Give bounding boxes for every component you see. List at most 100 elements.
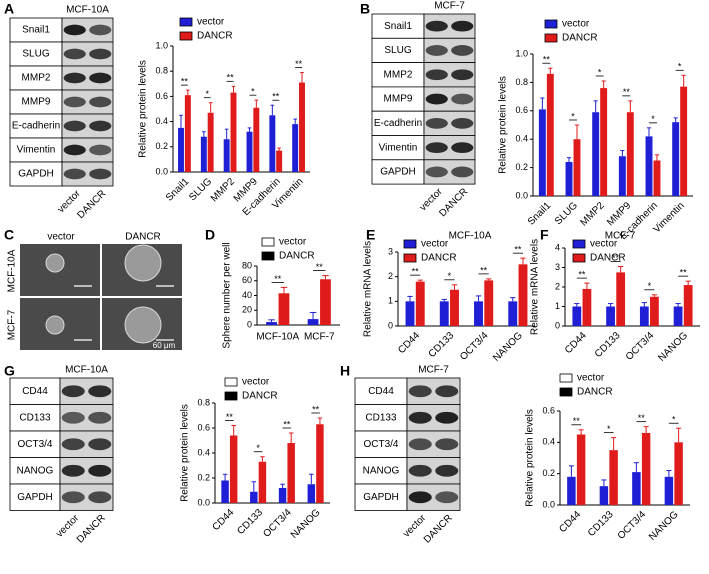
y-tick-label: 0.4 [155,116,168,126]
bar [650,296,659,326]
bar [269,115,276,172]
blot-band [435,385,459,398]
blot-row-label: CD44 [22,386,48,397]
y-tick-label: 0.2 [542,468,555,478]
significance-label: ** [612,253,620,263]
bar [664,476,674,505]
legend-swatch [559,387,573,397]
legend-label: vector [590,239,618,250]
bar [307,484,316,503]
blot-band [425,93,448,105]
x-tick-label: OCT3/4 [458,330,491,363]
blot-band [88,411,112,424]
bar [450,289,459,326]
significance-label: ** [181,76,189,86]
bar [538,109,546,196]
blot-band [408,438,432,451]
significance-label: ** [283,419,291,429]
blot-band [63,48,86,60]
bar [246,131,253,172]
bar [641,432,651,505]
bar [230,92,237,172]
y-tick-label: 0.8 [515,77,528,87]
bar [518,264,528,326]
panel-letter: G [4,363,15,379]
bar [639,306,649,326]
y-tick-label: 1.0 [515,48,528,58]
legend-label: DANCR [590,253,626,264]
bar [567,476,576,505]
bar [316,424,324,503]
blot-band [61,464,85,477]
blot-row-label: MMP2 [22,73,51,84]
bar [405,301,415,326]
y-axis-label: Relative protein levels [138,60,149,158]
blot-row-label: NANOG [363,465,400,476]
blot-row-label: CD133 [365,412,397,423]
blot-label-cell [9,457,61,485]
x-tick-label: CD44 [557,509,583,535]
panel-letter: D [205,227,215,243]
bar [287,443,295,503]
chart-title: MCF-10A [449,231,492,242]
blot-band [408,464,432,477]
blot-band [451,93,474,105]
y-tick-label: 0.6 [155,91,168,101]
blot-label-cell [371,37,425,63]
blot-label-cell [9,430,61,458]
blot-band [425,20,448,32]
significance-label: ** [226,412,234,422]
y-tick-label: 0 [555,320,560,330]
significance-label: ** [480,265,488,275]
bar [618,156,626,196]
blot-band [89,96,112,108]
image-column-label: vector [47,232,75,243]
y-tick-label: 0.4 [515,134,528,144]
significance-label: * [648,281,652,291]
y-tick-label: 0.8 [155,66,168,76]
x-tick-label: SLUG [553,200,580,227]
blot-row-label: Vimentin [379,142,418,153]
legend-label: vector [197,17,225,28]
significance-label: ** [573,416,581,426]
y-axis-label: Relative mRNA levels [530,239,541,335]
blot-band [89,144,112,156]
legend-label: DANCR [242,391,278,402]
bar [474,301,483,326]
x-tick-label: CD133 [593,330,623,360]
significance-label: ** [274,274,282,284]
legend-swatch [403,253,417,263]
bar [508,301,518,326]
bar [229,435,238,503]
bar [616,272,626,326]
blot-band [435,491,459,504]
significance-label: * [678,62,682,72]
bar [292,124,299,172]
bar [266,322,277,325]
legend-swatch [403,239,417,249]
bar [546,73,554,196]
sphere [124,244,162,282]
blot-band [89,120,112,132]
x-tick-label: MCF-7 [304,332,335,343]
blot-label-cell [371,110,425,136]
panel-letter: H [340,363,350,379]
blot-row-label: GAPDH [17,492,53,503]
blot-band [61,491,85,504]
blot-row-label: E-cadherin [374,118,422,129]
legend-swatch [179,17,193,27]
bar [253,107,260,172]
y-axis-label: Relative protein levels [180,404,191,502]
bar [592,112,600,196]
y-tick-label: 0.0 [197,497,210,507]
lane-label: DANCR [75,513,108,546]
x-tick-label: Snail1 [164,176,192,204]
bar [415,281,425,326]
sphere [124,306,162,344]
blot-band [425,117,448,129]
lane-label: DANCR [422,513,455,546]
y-tick-label: 0.4 [197,447,210,457]
y-tick-label: 2 [555,281,560,291]
blot-band [408,411,432,424]
bar [178,127,184,172]
